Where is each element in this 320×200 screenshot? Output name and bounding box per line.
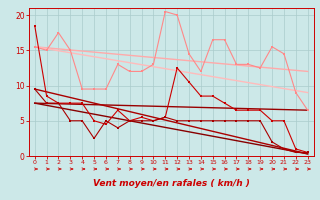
- X-axis label: Vent moyen/en rafales ( km/h ): Vent moyen/en rafales ( km/h ): [93, 179, 250, 188]
